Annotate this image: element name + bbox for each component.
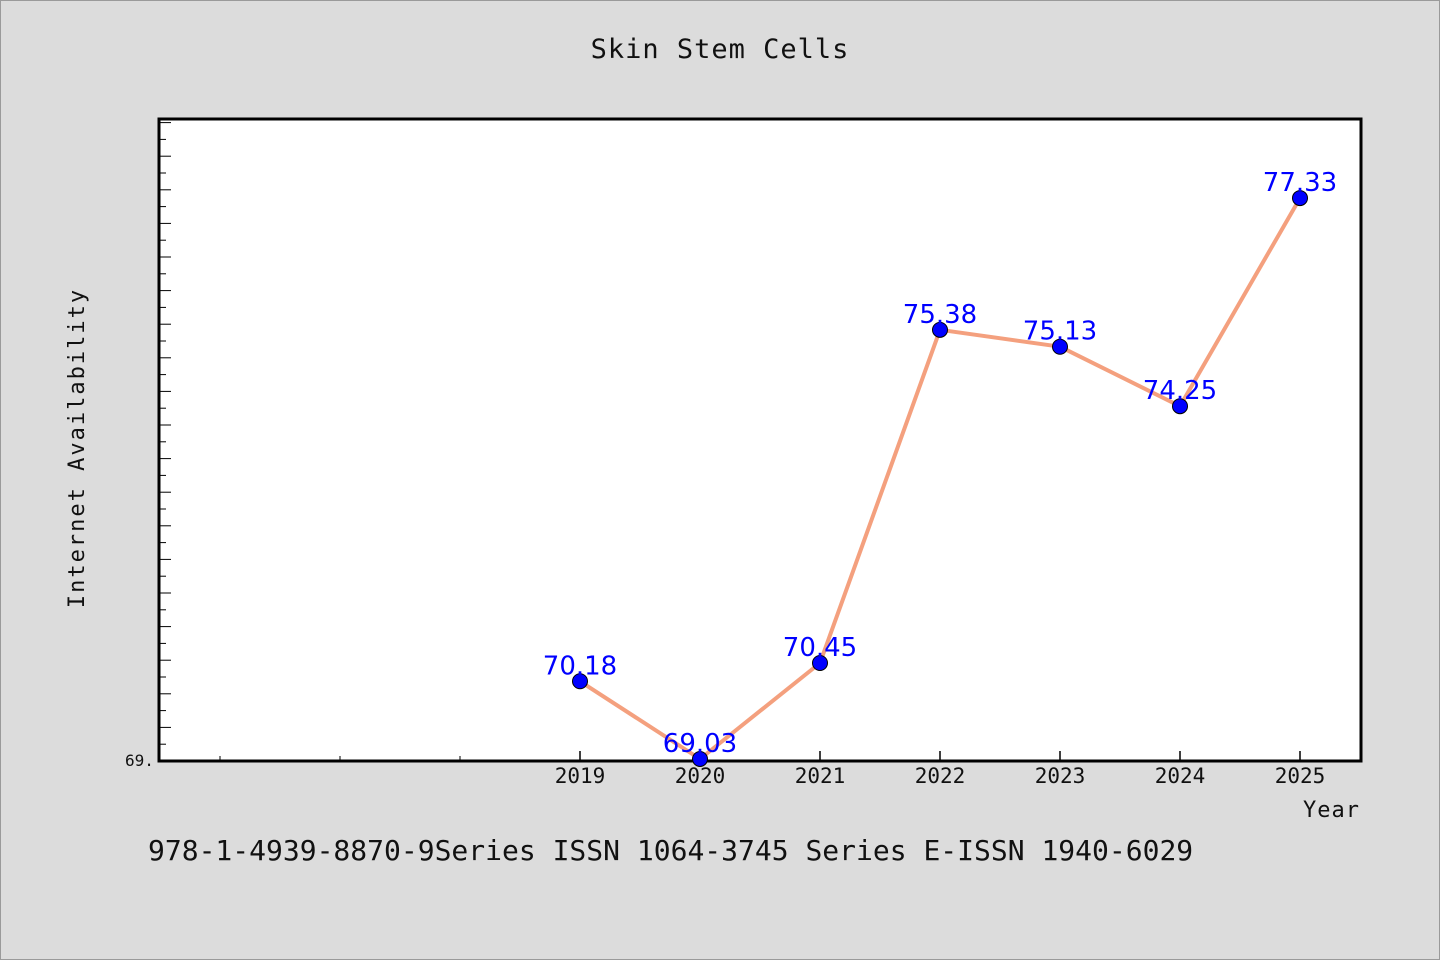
data-point bbox=[1052, 338, 1068, 355]
x-tick-label: 2020 bbox=[675, 764, 726, 788]
data-label: 75.13 bbox=[1023, 317, 1097, 347]
x-tick-label: 2025 bbox=[1275, 764, 1326, 788]
footer-caption: 978-1-4939-8870-9Series ISSN 1064-3745 S… bbox=[148, 834, 1194, 867]
data-point bbox=[692, 750, 708, 767]
x-axis-ticks: 2019 2020 2021 2022 2023 2024 2025 bbox=[219, 751, 1326, 788]
x-tick-label: 2022 bbox=[915, 764, 966, 788]
x-tick-label: 2021 bbox=[795, 764, 846, 788]
data-points bbox=[572, 190, 1308, 767]
data-label: 69.03 bbox=[663, 729, 737, 759]
data-label: 70.45 bbox=[783, 633, 857, 663]
plot-area bbox=[157, 117, 1363, 763]
data-label: 77.33 bbox=[1263, 168, 1337, 198]
y-axis-ticks bbox=[159, 122, 171, 762]
data-point bbox=[1292, 190, 1308, 207]
data-point bbox=[572, 673, 588, 690]
x-tick-label: 2023 bbox=[1035, 764, 1086, 788]
data-labels: 70.18 69.03 70.45 75.38 75.13 74.25 77.33 bbox=[543, 168, 1337, 759]
x-tick-label: 2019 bbox=[555, 764, 606, 788]
x-axis-label: Year bbox=[1303, 798, 1360, 823]
y-tick-label: 69. bbox=[125, 751, 154, 770]
data-label: 70.18 bbox=[543, 651, 617, 681]
x-tick-label: 2024 bbox=[1155, 764, 1206, 788]
data-label: 74.25 bbox=[1143, 376, 1217, 406]
data-point bbox=[1172, 398, 1188, 415]
y-axis-label: Internet Availability bbox=[65, 288, 90, 608]
chart-title: Skin Stem Cells bbox=[590, 34, 850, 65]
data-point bbox=[932, 321, 948, 338]
data-label: 75.38 bbox=[903, 300, 977, 330]
data-point bbox=[812, 655, 828, 672]
